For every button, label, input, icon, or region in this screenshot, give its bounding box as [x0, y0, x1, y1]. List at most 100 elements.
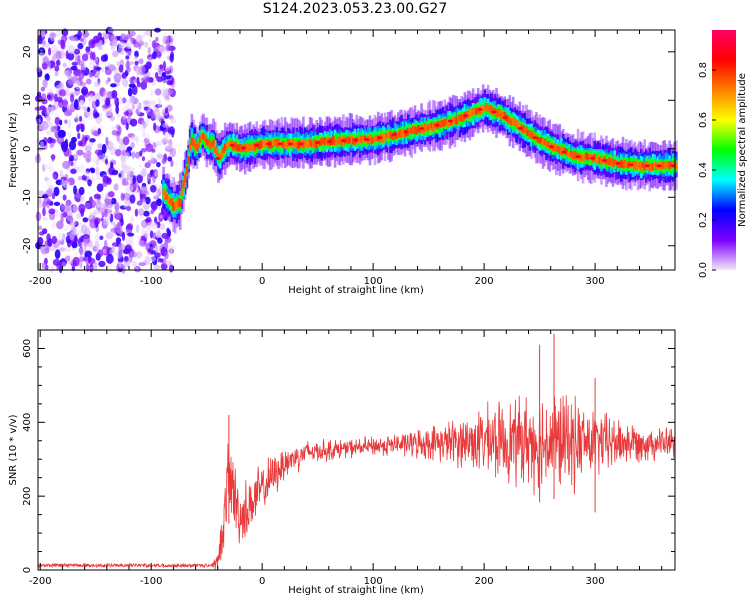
noise-speck	[42, 207, 46, 217]
noise-speck	[54, 117, 61, 125]
noise-speck	[156, 198, 162, 207]
ridge-cell	[648, 163, 651, 170]
noise-speck	[63, 110, 72, 117]
noise-speck	[167, 156, 173, 162]
noise-speck	[49, 265, 54, 274]
ridge-cell	[215, 148, 219, 157]
noise-speck	[93, 92, 101, 102]
noise-speck	[70, 65, 78, 71]
noise-speck	[167, 245, 174, 254]
ridge-cell	[478, 107, 482, 115]
ridge-cell	[372, 136, 375, 143]
colorbar-tick-label: 0.0	[698, 262, 709, 278]
y-tick-label: 600	[22, 339, 33, 358]
noise-speck	[135, 34, 143, 43]
noise-speck	[79, 197, 84, 203]
ridge-peak	[241, 146, 247, 150]
noise-speck	[99, 235, 104, 240]
ridge-cell	[402, 128, 405, 136]
noise-speck	[164, 95, 171, 101]
noise-speck	[98, 260, 106, 268]
ridge-cell	[337, 136, 340, 145]
noise-speck	[131, 261, 138, 267]
noise-speck	[139, 58, 144, 65]
ridge-cell	[180, 189, 184, 196]
noise-speck	[69, 231, 75, 241]
ridge-cell	[501, 111, 505, 118]
x-tick-label: 300	[586, 576, 605, 587]
ridge-cell	[167, 196, 170, 204]
noise-speck	[103, 239, 108, 250]
snr-panel: -200 -100 0 100 200 300 0 200 400 600 Height of …	[8, 329, 676, 596]
ridge-cell	[498, 109, 502, 117]
noise-speck	[68, 140, 77, 151]
ridge-cell	[466, 110, 470, 119]
spectrogram-x-ticks: -200 -100 0 100 200 300	[29, 30, 663, 287]
spectrogram-frame	[37, 29, 676, 271]
ridge-cell	[350, 135, 353, 144]
noise-speck	[162, 35, 170, 45]
noise-speck	[118, 96, 124, 105]
noise-speck	[77, 132, 81, 140]
noise-speck	[110, 197, 117, 205]
noise-speck	[151, 40, 157, 49]
noise-speck	[100, 190, 105, 201]
noise-speck	[78, 71, 85, 80]
noise-speck	[97, 249, 104, 257]
noise-speck	[42, 202, 47, 208]
ridge-cell	[641, 162, 645, 168]
noise-speck	[94, 149, 103, 156]
ridge-peak	[502, 116, 508, 120]
ridge-cell	[670, 161, 673, 168]
noise-speck	[104, 158, 109, 165]
ridge-cell	[262, 139, 265, 147]
ridge-cell	[485, 103, 488, 111]
spectrogram-x-label: Height of straight line (km)	[288, 285, 424, 296]
ridge-cell	[397, 132, 400, 138]
noise-speck	[105, 97, 111, 107]
noise-speck	[147, 47, 152, 55]
ridge-cell	[515, 120, 518, 128]
ridge-cell	[287, 139, 290, 147]
noise-speck	[156, 98, 161, 104]
noise-speck	[135, 224, 140, 234]
noise-speck	[113, 183, 119, 191]
noise-speck	[72, 203, 79, 214]
noise-speck	[66, 40, 70, 51]
noise-speck	[55, 30, 63, 37]
noise-speck	[54, 249, 61, 260]
noise-speck	[73, 185, 77, 195]
noise-speck	[168, 114, 174, 120]
x-tick-label: 200	[475, 576, 494, 587]
ridge-peak	[463, 114, 469, 118]
noise-speck	[103, 217, 111, 226]
snr-x-ticks: -200 -100 0 100 200 300	[29, 330, 663, 587]
noise-speck	[82, 217, 89, 223]
ridge-cell	[526, 130, 530, 137]
ridge-cell	[618, 161, 621, 168]
noise-speck	[110, 227, 118, 233]
ridge-cell	[225, 143, 229, 150]
ridge-cell	[233, 141, 237, 150]
noise-speck	[136, 174, 143, 184]
ridge-cell	[427, 124, 430, 131]
noise-speck	[83, 170, 90, 177]
ridge-cell	[282, 141, 285, 148]
ridge-cell	[675, 162, 678, 170]
ridge-cell	[513, 119, 517, 126]
noise-speck	[65, 87, 70, 98]
noise-speck	[56, 96, 63, 103]
noise-speck	[110, 161, 114, 169]
noise-speck	[120, 192, 125, 201]
noise-speck	[115, 237, 122, 244]
noise-speck	[129, 216, 135, 224]
noise-speck	[84, 250, 93, 258]
noise-speck	[85, 154, 92, 163]
noise-speck	[101, 66, 105, 73]
ridge-cell	[212, 139, 215, 146]
ridge-cell	[293, 141, 297, 148]
noise-speck	[144, 255, 151, 266]
noise-speck	[153, 264, 161, 270]
ridge-cell	[560, 146, 563, 155]
